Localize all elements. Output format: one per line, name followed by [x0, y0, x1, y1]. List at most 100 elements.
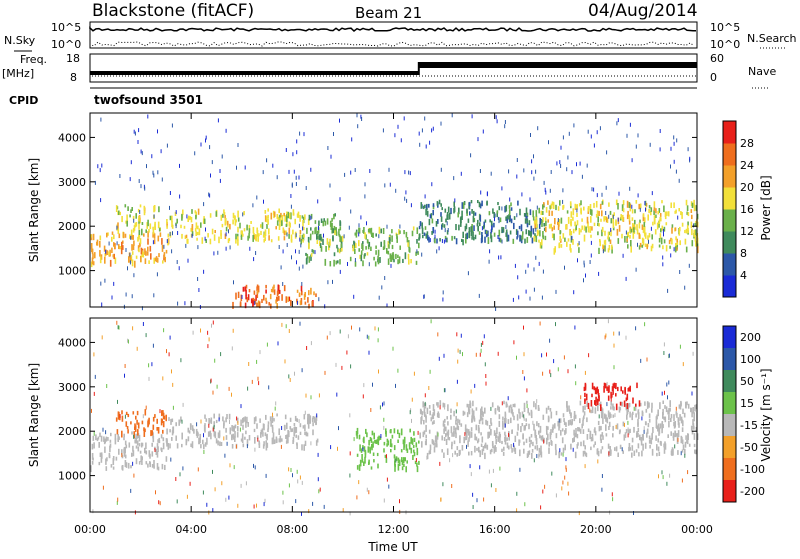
echo-cell [367, 446, 370, 453]
colorbar-tick-label: 50 [740, 375, 754, 388]
echo-cell [504, 124, 506, 129]
echo-cell [351, 325, 352, 330]
echo-cell [595, 388, 597, 395]
echo-cell [209, 193, 211, 198]
echo-cell [388, 237, 391, 244]
echo-cell [640, 439, 643, 446]
echo-cell [560, 244, 563, 248]
echo-cell [181, 233, 183, 239]
echo-cell [296, 298, 298, 303]
echo-cell [204, 414, 206, 419]
echo-cell [270, 212, 273, 220]
echo-cell [594, 427, 596, 432]
echo-cell [598, 426, 601, 431]
echo-cell [409, 428, 411, 433]
echo-cell [126, 214, 128, 221]
echo-cell [140, 247, 143, 255]
echo-cell [241, 433, 244, 439]
echo-cell [508, 433, 510, 441]
echo-cell [411, 438, 414, 445]
echo-cell [455, 238, 458, 245]
echo-cell [210, 433, 212, 440]
echo-cell [304, 410, 306, 415]
echo-cell [218, 430, 221, 437]
echo-cell [613, 343, 615, 348]
echo-cell [490, 418, 492, 424]
echo-cell [353, 245, 356, 249]
y-tick-label: 3000 [58, 176, 86, 189]
echo-cell [153, 239, 156, 245]
echo-cell [152, 232, 154, 238]
echo-cell [339, 197, 341, 202]
echo-cell [278, 208, 280, 214]
echo-cell [387, 440, 389, 446]
echo-cell [368, 262, 370, 267]
echo-cell [534, 223, 536, 229]
echo-cell [674, 227, 677, 231]
echo-cell [440, 121, 442, 126]
echo-cell [529, 296, 531, 301]
echo-cell [641, 434, 644, 440]
echo-cell [362, 445, 364, 449]
echo-cell [567, 238, 570, 242]
echo-cell [349, 473, 351, 478]
echo-cell [183, 225, 186, 229]
echo-cell [591, 382, 594, 390]
echo-cell [318, 234, 321, 241]
echo-cell [473, 237, 475, 241]
echo-cell [344, 172, 346, 177]
echo-cell [122, 240, 124, 244]
echo-cell [582, 429, 585, 434]
echo-cell [525, 269, 527, 274]
echo-cell [280, 212, 282, 218]
echo-cell [161, 463, 164, 470]
echo-cell [587, 129, 589, 134]
echo-cell [383, 401, 385, 406]
echo-cell [368, 459, 370, 465]
echo-cell [391, 244, 394, 250]
echo-cell [228, 413, 231, 420]
echo-cell [351, 137, 353, 142]
echo-cell [154, 257, 157, 262]
echo-cell [259, 418, 261, 423]
echo-cell [555, 449, 557, 456]
echo-cell [466, 444, 467, 449]
echo-cell [256, 359, 258, 364]
echo-cell [290, 212, 292, 220]
echo-cell [458, 224, 460, 231]
echo-cell [299, 215, 301, 222]
echo-cell [93, 352, 95, 357]
noise-search-trace [89, 41, 695, 47]
echo-cell [480, 238, 483, 244]
echo-cell [104, 446, 106, 453]
echo-cell [330, 445, 332, 450]
echo-cell [576, 208, 578, 213]
echo-cell [349, 511, 351, 516]
echo-cell [412, 226, 415, 231]
echo-cell [399, 230, 401, 234]
echo-cell [575, 432, 577, 438]
echo-cell [310, 213, 313, 219]
echo-cell [133, 129, 135, 134]
echo-cell [105, 430, 107, 435]
echo-cell [262, 423, 265, 429]
echo-cell [528, 230, 530, 236]
echo-cell [368, 439, 370, 446]
echo-cell [589, 204, 592, 210]
echo-cell [181, 432, 183, 440]
echo-cell [482, 340, 484, 345]
echo-cell [364, 456, 366, 464]
echo-cell [490, 406, 492, 411]
echo-cell [677, 450, 679, 455]
echo-cell [536, 205, 538, 210]
echo-cell [285, 440, 288, 444]
echo-cell [308, 418, 310, 424]
echo-cell [584, 450, 586, 455]
echo-cell [261, 428, 264, 433]
echo-cell [673, 414, 675, 422]
echo-cell [90, 465, 92, 473]
echo-cell [364, 253, 366, 257]
echo-cell [124, 204, 127, 208]
echo-cell [309, 233, 312, 239]
echo-cell [338, 228, 340, 236]
